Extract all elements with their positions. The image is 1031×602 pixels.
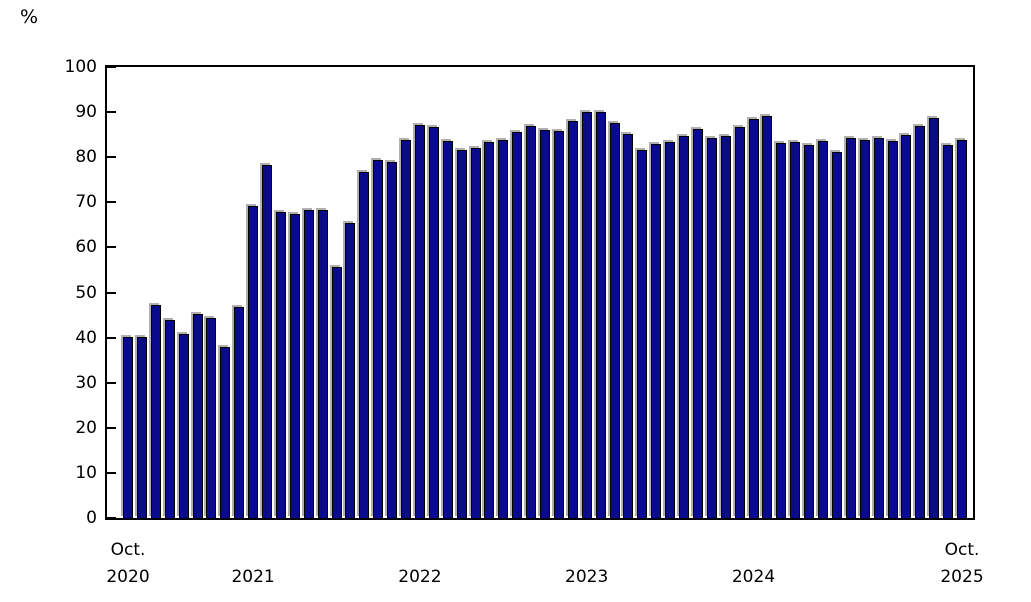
bar bbox=[859, 139, 870, 518]
y-tick-label-10: 10 bbox=[75, 462, 97, 483]
x-label-end-month: Oct. bbox=[944, 540, 980, 560]
bar bbox=[428, 126, 439, 518]
x-label-year-2022: 2022 bbox=[398, 567, 442, 587]
x-label-year-2024: 2024 bbox=[731, 567, 776, 587]
bar bbox=[373, 160, 384, 518]
bar bbox=[637, 149, 648, 518]
x-label-year-2021: 2021 bbox=[231, 567, 275, 587]
bar bbox=[790, 142, 801, 518]
y-tick-label-50: 50 bbox=[75, 282, 97, 303]
y-tick-label-20: 20 bbox=[75, 417, 97, 438]
bar bbox=[818, 141, 828, 518]
y-tick-label-30: 30 bbox=[75, 372, 97, 393]
y-tick-label-70: 70 bbox=[75, 192, 97, 213]
bar bbox=[317, 209, 328, 518]
bar bbox=[456, 149, 467, 518]
bar bbox=[957, 140, 967, 518]
y-tick-mark-50 bbox=[107, 291, 116, 294]
bar bbox=[734, 126, 745, 518]
bar bbox=[567, 120, 578, 518]
bar bbox=[804, 145, 815, 518]
x-label-start-year: 2020 bbox=[106, 567, 150, 587]
bar bbox=[275, 212, 286, 518]
bar bbox=[887, 140, 898, 518]
bar bbox=[581, 112, 592, 518]
x-label-end-year: 2025 bbox=[940, 567, 984, 587]
bar bbox=[623, 133, 634, 518]
bar bbox=[553, 130, 564, 518]
bar bbox=[873, 138, 884, 518]
x-label-start-month: Oct. bbox=[110, 540, 146, 560]
plot-area bbox=[105, 65, 975, 520]
bar bbox=[206, 318, 217, 518]
bar bbox=[192, 314, 203, 518]
bar bbox=[150, 305, 161, 518]
y-tick-label-60: 60 bbox=[75, 237, 97, 258]
bar bbox=[526, 125, 537, 518]
bar bbox=[665, 141, 676, 518]
bar bbox=[943, 145, 954, 518]
bar bbox=[262, 164, 272, 518]
bar bbox=[720, 135, 731, 518]
bar bbox=[845, 137, 856, 518]
bar bbox=[164, 319, 175, 518]
y-tick-label-0: 0 bbox=[86, 508, 97, 528]
bar bbox=[929, 118, 940, 518]
bar bbox=[540, 130, 550, 518]
bar bbox=[609, 122, 620, 518]
bar bbox=[248, 205, 259, 518]
y-tick-label-80: 80 bbox=[75, 147, 97, 168]
bar bbox=[345, 222, 356, 518]
bar bbox=[831, 151, 842, 518]
y-tick-mark-20 bbox=[107, 426, 116, 429]
bar bbox=[414, 124, 425, 518]
bar bbox=[331, 267, 342, 518]
bar bbox=[692, 128, 703, 518]
y-tick-mark-90 bbox=[107, 111, 116, 114]
y-tick-mark-70 bbox=[107, 201, 116, 204]
y-tick-mark-80 bbox=[107, 156, 116, 159]
bar bbox=[651, 143, 662, 518]
x-label-year-2023: 2023 bbox=[565, 567, 609, 587]
y-axis-unit-label: % bbox=[20, 6, 39, 28]
y-tick-mark-10 bbox=[107, 471, 116, 474]
y-tick-mark-0 bbox=[107, 517, 116, 519]
y-tick-label-90: 90 bbox=[75, 102, 97, 123]
bar bbox=[401, 140, 411, 518]
bar bbox=[387, 161, 398, 518]
bar bbox=[303, 209, 314, 518]
y-tick-mark-40 bbox=[107, 336, 116, 339]
bar bbox=[915, 126, 926, 518]
bar bbox=[178, 333, 189, 518]
bar bbox=[123, 337, 133, 518]
y-tick-mark-30 bbox=[107, 381, 116, 384]
bar bbox=[234, 307, 245, 518]
bar bbox=[748, 118, 759, 518]
bar bbox=[595, 111, 606, 518]
y-tick-mark-100 bbox=[107, 66, 116, 68]
y-tick-mark-60 bbox=[107, 246, 116, 249]
y-tick-label-40: 40 bbox=[75, 327, 97, 348]
bar bbox=[136, 337, 147, 518]
y-tick-label-100: 100 bbox=[64, 57, 97, 77]
bar bbox=[442, 140, 453, 518]
bar bbox=[901, 135, 912, 518]
bar bbox=[512, 132, 523, 518]
bar bbox=[220, 346, 231, 518]
bar bbox=[679, 135, 689, 518]
bar bbox=[470, 147, 481, 518]
bar bbox=[359, 171, 370, 518]
bar bbox=[498, 139, 509, 518]
bar bbox=[289, 214, 300, 518]
bar bbox=[706, 137, 717, 518]
bar bbox=[762, 115, 773, 518]
bar bbox=[776, 143, 787, 518]
bar bbox=[484, 141, 495, 518]
